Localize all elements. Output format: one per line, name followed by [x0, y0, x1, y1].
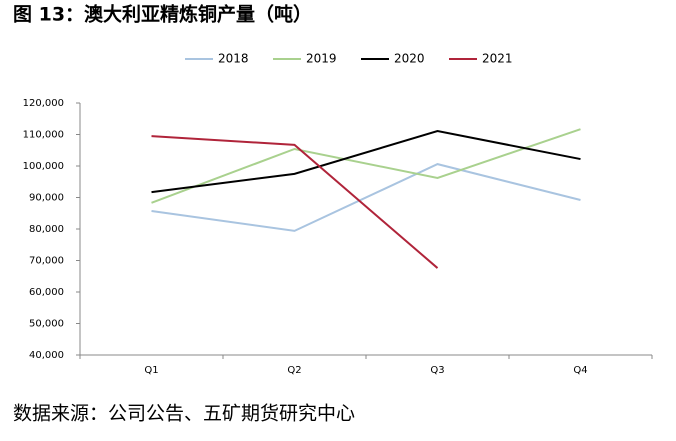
source-note: 数据来源：公司公告、五矿期货研究中心	[13, 403, 355, 425]
series-line	[151, 163, 581, 232]
y-tick-label: 80,000	[29, 224, 64, 235]
x-tick-label: Q2	[287, 365, 301, 376]
y-tick-label: 110,000	[23, 130, 64, 141]
y-tick-label: 60,000	[29, 287, 64, 298]
chart-title: 图 13：澳大利亚精炼铜产量（吨）	[13, 3, 312, 26]
y-tick-label: 100,000	[23, 161, 64, 172]
y-tick-label: 120,000	[23, 98, 64, 109]
series-line	[151, 135, 439, 269]
x-tick-label: Q1	[144, 365, 158, 376]
y-tick-label: 40,000	[29, 350, 64, 361]
x-tick-label: Q3	[430, 365, 444, 376]
y-tick-label: 50,000	[29, 319, 64, 330]
series-line	[151, 128, 581, 204]
legend-label: 2018	[218, 52, 249, 66]
legend-label: 2019	[306, 52, 337, 66]
x-tick-label: Q4	[573, 365, 587, 376]
y-tick-label: 90,000	[29, 193, 64, 204]
legend-label: 2020	[394, 52, 425, 66]
legend-label: 2021	[482, 52, 513, 66]
series-line	[151, 130, 581, 194]
y-tick-label: 70,000	[29, 256, 64, 267]
